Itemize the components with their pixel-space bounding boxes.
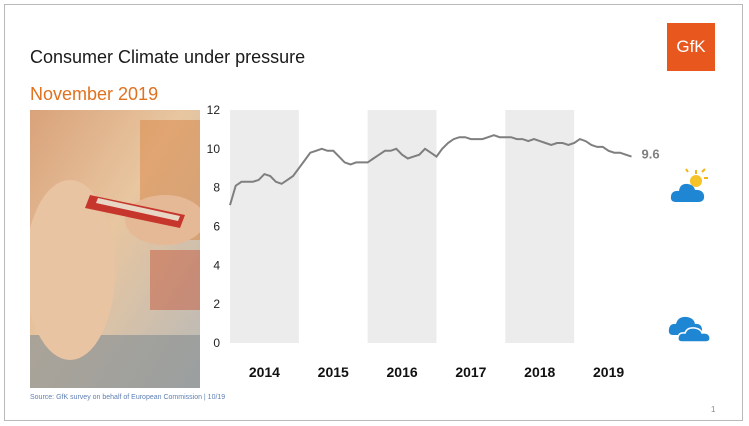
cloud-icon xyxy=(668,311,712,348)
year-band-2016 xyxy=(367,110,437,343)
x-tick-label: 2016 xyxy=(387,364,418,380)
sun-behind-cloud-icon xyxy=(670,168,710,209)
payment-photo xyxy=(30,110,200,388)
x-tick-label: 2019 xyxy=(593,364,624,380)
gfk-logo: GfK xyxy=(667,23,715,71)
slide-subtitle: November 2019 xyxy=(30,84,159,104)
y-tick-label: 2 xyxy=(213,297,220,311)
end-value-label: 9.6 xyxy=(642,147,660,162)
y-tick-label: 8 xyxy=(213,181,220,195)
line-chart: 0 2 4 6 8 10 12 2014 2015 2016 2017 2018 2019 9.6 xyxy=(207,103,660,380)
page-number: 1 xyxy=(711,405,716,414)
x-tick-label: 2015 xyxy=(318,364,349,380)
y-tick-label: 12 xyxy=(207,103,221,117)
year-band-2018 xyxy=(505,110,575,343)
y-tick-label: 4 xyxy=(213,258,220,272)
slide-title: Consumer Climate under pressure xyxy=(30,47,306,67)
y-tick-label: 10 xyxy=(207,142,221,156)
x-tick-label: 2017 xyxy=(455,364,486,380)
x-tick-label: 2018 xyxy=(524,364,555,380)
y-tick-label: 6 xyxy=(213,220,220,234)
x-tick-label: 2014 xyxy=(249,364,280,380)
year-band-2014 xyxy=(230,110,299,343)
series-line xyxy=(229,134,632,206)
source-note: Source: GfK survey on behalf of European… xyxy=(30,394,226,401)
y-tick-label: 0 xyxy=(213,336,220,350)
